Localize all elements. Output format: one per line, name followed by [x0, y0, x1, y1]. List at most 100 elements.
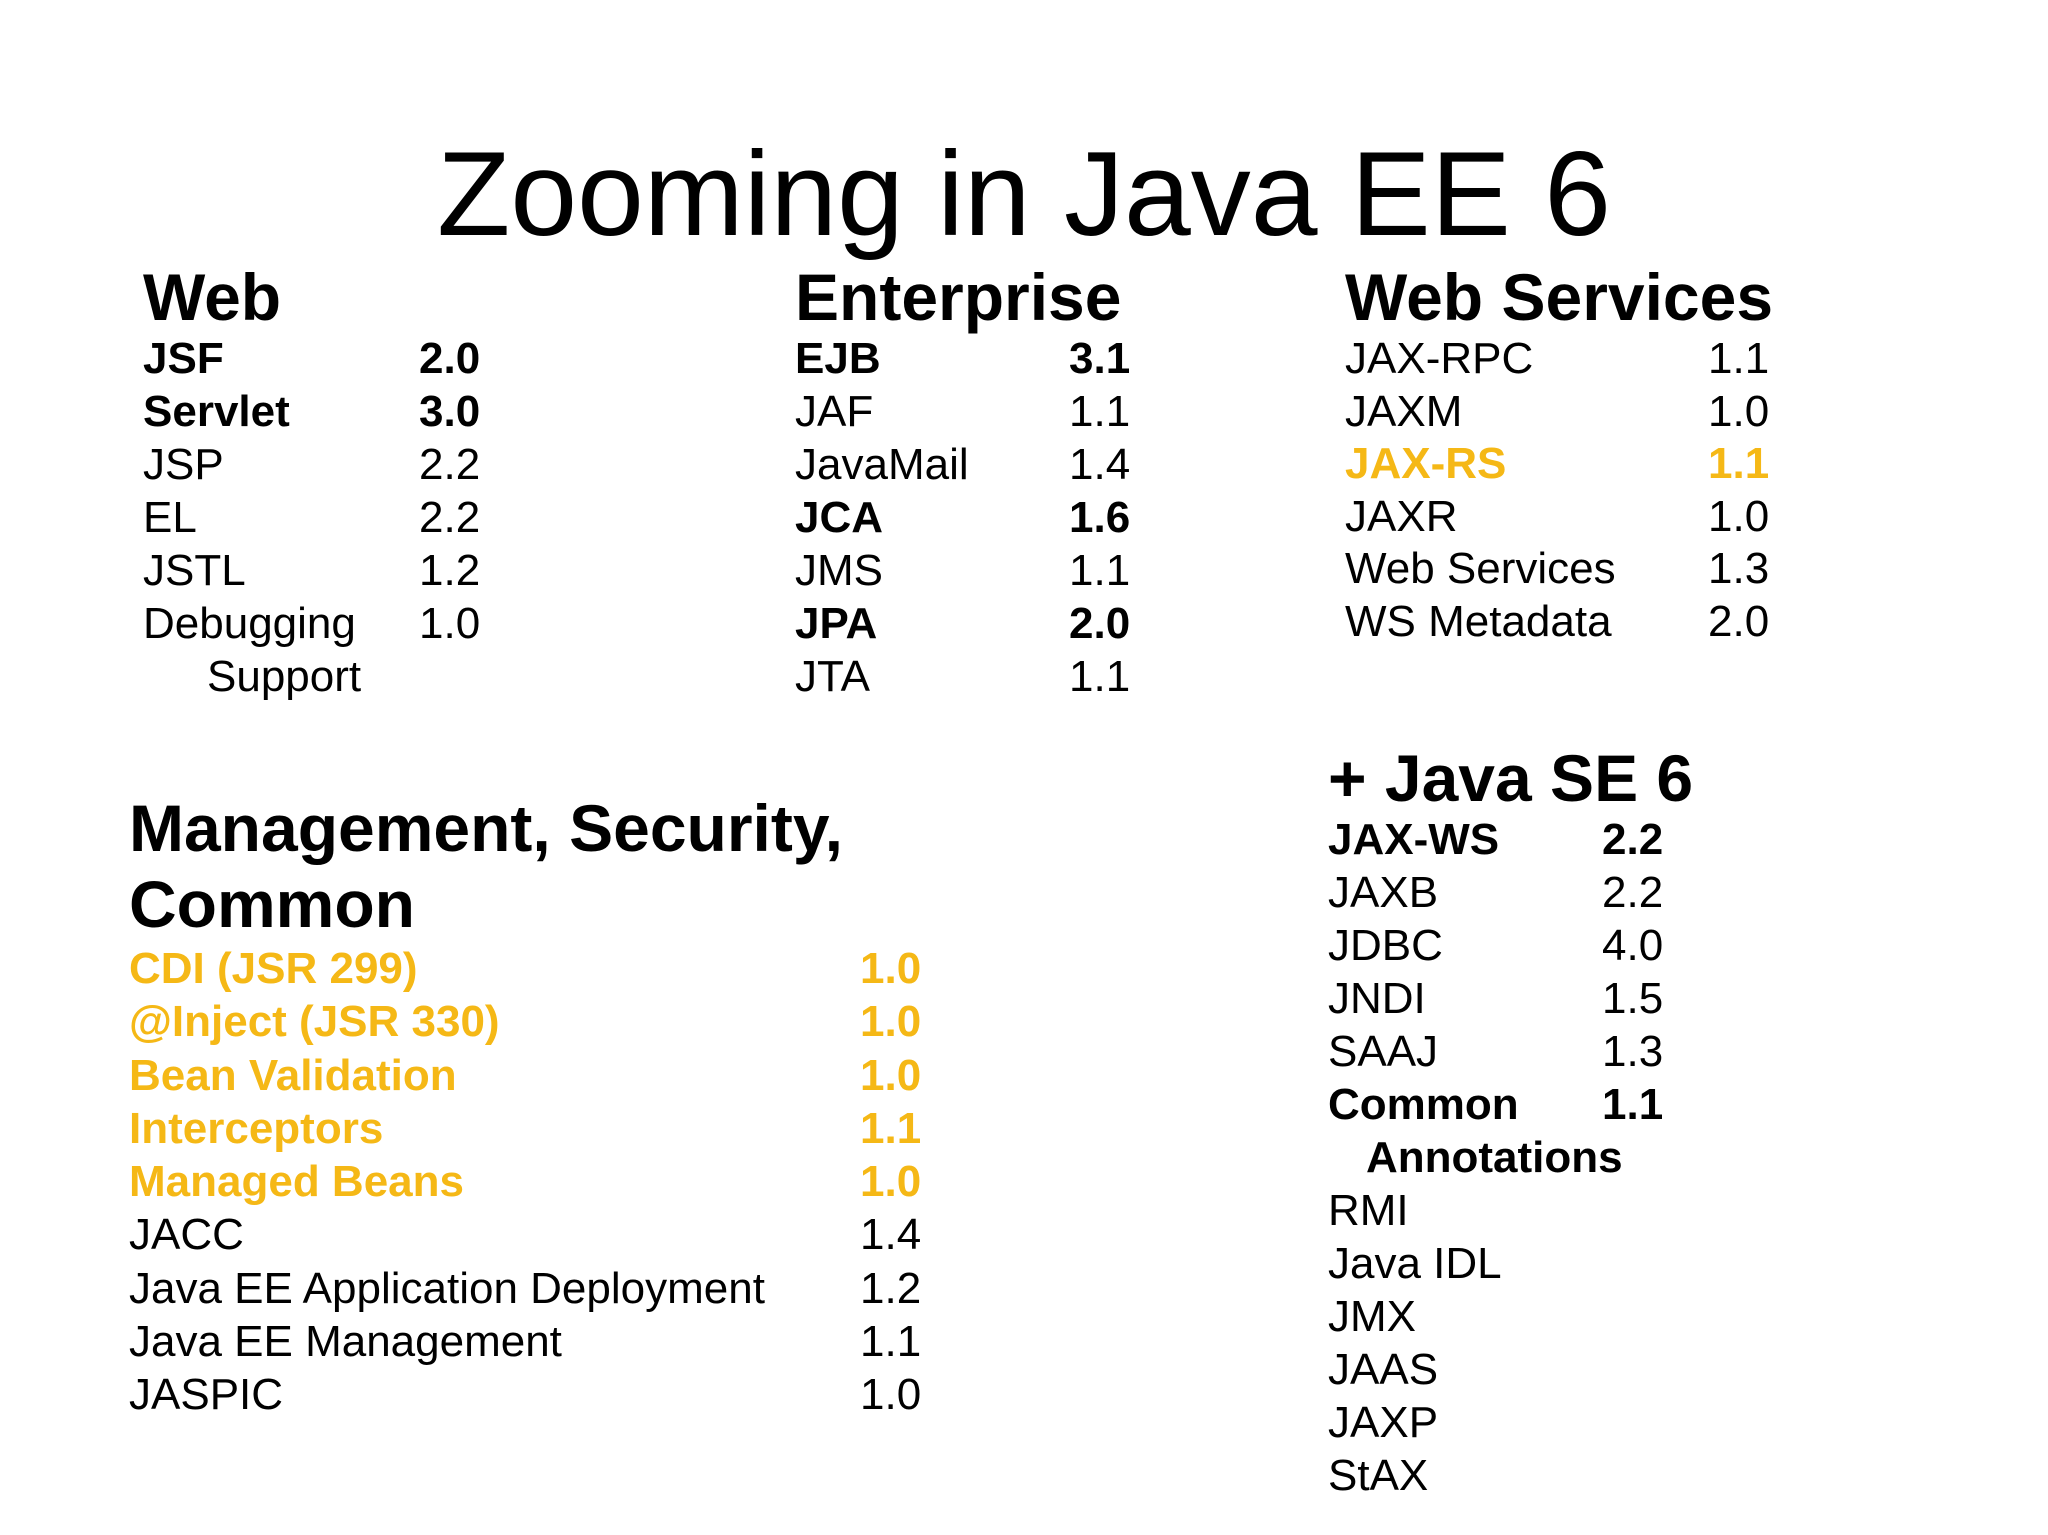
spec-version: 2.0: [419, 334, 481, 383]
spec-name: JSP: [143, 440, 224, 489]
spec-name: Java EE Application Deployment: [129, 1263, 765, 1313]
spec-version: 1.0: [860, 1370, 922, 1420]
spec-row: EL 2.2: [143, 491, 480, 544]
spec-name: JMX: [1328, 1292, 1416, 1341]
section-heading-web-services: Web Services: [1345, 260, 1774, 334]
spec-row: SAAJ 1.3: [1328, 1025, 1693, 1078]
slide-title: Zooming in Java EE 6: [437, 127, 1611, 261]
spec-row: EJB 3.1: [795, 332, 1130, 385]
heading-line: Common: [129, 867, 415, 941]
spec-name: SAAJ: [1328, 1027, 1439, 1076]
spec-name: Managed Beans: [129, 1157, 464, 1207]
spec-row: JMX: [1328, 1290, 1693, 1343]
spec-row: Support: [143, 650, 361, 703]
spec-name: JSTL: [143, 546, 246, 595]
spec-version: 1.1: [860, 1317, 922, 1367]
spec-name: JTA: [795, 652, 870, 701]
spec-row: JSTL 1.2: [143, 544, 480, 597]
spec-name: JAXR: [1345, 491, 1458, 541]
spec-version: 1.2: [419, 546, 481, 595]
spec-row: JCA 1.6: [795, 491, 1130, 544]
spec-name: JNDI: [1328, 974, 1426, 1023]
spec-version: 2.2: [1602, 815, 1664, 864]
spec-version: 1.0: [860, 997, 922, 1047]
spec-name: Annotations: [1366, 1133, 1623, 1182]
spec-row: JAAS: [1328, 1343, 1693, 1396]
spec-version: 1.1: [1708, 334, 1770, 383]
spec-version: 1.1: [1069, 546, 1131, 595]
spec-row: Bean Validation 1.0: [129, 1049, 921, 1102]
spec-row: JMS 1.1: [795, 544, 1130, 597]
spec-row: JAXB 2.2: [1328, 866, 1693, 919]
spec-name: JAF: [795, 387, 874, 436]
spec-version: 1.2: [860, 1263, 922, 1313]
spec-name: JAXP: [1328, 1398, 1439, 1447]
spec-version: 2.2: [1602, 868, 1664, 917]
spec-row: JPA 2.0: [795, 597, 1130, 650]
spec-row: Interceptors 1.1: [129, 1102, 921, 1155]
spec-version: 1.3: [1602, 1027, 1664, 1076]
spec-name: Debugging: [143, 599, 356, 648]
spec-version: 1.6: [1069, 493, 1131, 542]
spec-version: 3.0: [419, 387, 481, 436]
spec-list-web-services: JAX-RPC 1.1 JAXM 1.0 JAX-RS 1.1 JAXR 1.0 Web Ser…: [1345, 332, 1773, 647]
spec-name: EL: [143, 493, 197, 542]
spec-row: @Inject (JSR 330) 1.0: [129, 995, 921, 1048]
spec-version: 1.1: [1602, 1080, 1664, 1129]
spec-row: Annotations: [1328, 1131, 1693, 1184]
spec-row: JACC 1.4: [129, 1208, 921, 1261]
spec-list-management: CDI (JSR 299) 1.0 @Inject (JSR 330) 1.0 Bean…: [129, 942, 921, 1422]
spec-row: StAX: [1328, 1449, 1693, 1502]
spec-version: 1.0: [1708, 491, 1770, 541]
spec-name: Java EE Management: [129, 1317, 562, 1367]
spec-version: 1.1: [1069, 652, 1131, 701]
spec-name: JAXB: [1328, 868, 1439, 917]
spec-version: 2.0: [1708, 596, 1770, 646]
spec-version: 1.0: [419, 599, 481, 648]
spec-name: JAXM: [1345, 386, 1463, 436]
spec-row: JAXR 1.0: [1345, 490, 1773, 543]
spec-row: JAXM 1.0: [1345, 385, 1773, 438]
spec-name: CDI (JSR 299): [129, 944, 418, 993]
section-web: Web JSF 2.0 Servlet 3.0 JSP 2.2 EL 2.2 JSTL 1.2 De…: [143, 260, 480, 703]
spec-list-web: JSF 2.0 Servlet 3.0 JSP 2.2 EL 2.2 JSTL 1.2 Debugg…: [143, 332, 480, 703]
spec-version: 1.0: [860, 944, 922, 993]
spec-row: Managed Beans 1.0: [129, 1155, 921, 1208]
spec-name: Bean Validation: [129, 1050, 457, 1100]
spec-version: 3.1: [1069, 334, 1131, 383]
spec-name: Interceptors: [129, 1103, 384, 1153]
spec-version: 1.1: [1708, 439, 1770, 488]
spec-version: 2.2: [419, 440, 481, 489]
spec-version: 1.5: [1602, 974, 1664, 1023]
spec-row: JAX-RPC 1.1: [1345, 332, 1773, 385]
section-java-se: + Java SE 6 JAX-WS 2.2 JAXB 2.2 JDBC 4.0 JNDI 1…: [1328, 743, 1693, 1502]
spec-name: JavaMail: [795, 440, 969, 489]
section-web-services: Web Services JAX-RPC 1.1 JAXM 1.0 JAX-RS 1.1 J…: [1345, 262, 1773, 647]
spec-row: Java EE Management 1.1: [129, 1315, 921, 1368]
spec-name: Support: [207, 652, 362, 701]
spec-name: Common: [1328, 1080, 1519, 1129]
spec-row: Java EE Application Deployment 1.2: [129, 1262, 921, 1315]
spec-name: @Inject (JSR 330): [129, 997, 500, 1047]
spec-name: JASPIC: [129, 1370, 284, 1420]
section-heading-enterprise: Enterprise: [795, 260, 1122, 334]
spec-list-java-se: JAX-WS 2.2 JAXB 2.2 JDBC 4.0 JNDI 1.5 SAAJ 1.3 Com…: [1328, 813, 1693, 1502]
spec-row: JDBC 4.0: [1328, 919, 1693, 972]
section-heading-web: Web: [143, 260, 282, 334]
spec-row: JAF 1.1: [795, 385, 1130, 438]
spec-name: JAX-RS: [1345, 439, 1507, 488]
section-heading-java-se: + Java SE 6: [1328, 741, 1694, 815]
spec-version: 1.3: [1708, 544, 1770, 593]
spec-name: JAAS: [1328, 1345, 1439, 1394]
section-enterprise: Enterprise EJB 3.1 JAF 1.1 JavaMail 1.4 JCA 1.6…: [795, 260, 1130, 703]
spec-version: 1.0: [860, 1050, 922, 1100]
spec-row: CDI (JSR 299) 1.0: [129, 942, 921, 995]
spec-row: Java IDL: [1328, 1237, 1693, 1290]
spec-name: JAX-WS: [1328, 815, 1500, 864]
spec-row: Web Services 1.3: [1345, 542, 1773, 595]
spec-name: EJB: [795, 334, 881, 383]
spec-row: WS Metadata 2.0: [1345, 595, 1773, 648]
spec-name: JACC: [129, 1210, 244, 1260]
spec-name: StAX: [1328, 1451, 1429, 1500]
spec-row: JSP 2.2: [143, 438, 480, 491]
